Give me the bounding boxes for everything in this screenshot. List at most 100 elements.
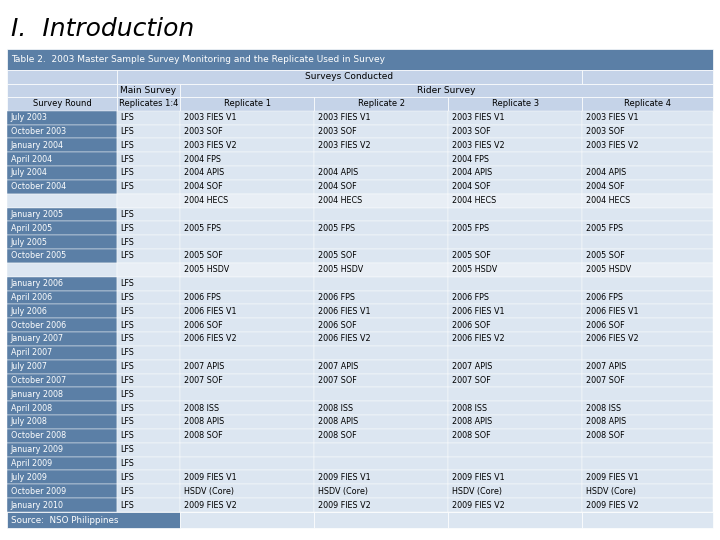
Text: 2007 SOF: 2007 SOF [184, 376, 222, 385]
Text: Replicate 4: Replicate 4 [624, 99, 671, 109]
Text: 2009 FIES V1: 2009 FIES V1 [452, 473, 505, 482]
Text: 2006 FPS: 2006 FPS [586, 293, 623, 302]
Text: 2003 FIES V2: 2003 FIES V2 [452, 141, 505, 150]
Bar [314, 97, 448, 111]
Bar [180, 346, 314, 360]
Bar [314, 332, 448, 346]
Text: October 2005: October 2005 [11, 252, 66, 260]
Text: 2004 HECS: 2004 HECS [318, 196, 362, 205]
Text: 2006 SOF: 2006 SOF [318, 321, 356, 329]
Bar [582, 374, 713, 387]
Bar [448, 138, 582, 152]
Text: 2003 FIES V2: 2003 FIES V2 [318, 141, 370, 150]
Text: 2007 APIS: 2007 APIS [184, 362, 224, 371]
Bar [314, 125, 448, 138]
Text: HSDV (Core): HSDV (Core) [452, 487, 502, 496]
Text: 2003 FIES V1: 2003 FIES V1 [184, 113, 236, 122]
Bar [7, 470, 117, 484]
Text: Replicate 2: Replicate 2 [358, 99, 405, 109]
Bar [117, 235, 180, 249]
Bar [448, 263, 582, 276]
Bar [448, 125, 582, 138]
Text: HSDV (Core): HSDV (Core) [586, 487, 636, 496]
Text: July 2009: July 2009 [11, 473, 48, 482]
Text: 2006 FPS: 2006 FPS [452, 293, 489, 302]
Bar [180, 249, 314, 263]
Text: LFS: LFS [120, 404, 134, 413]
Bar [180, 235, 314, 249]
Bar [7, 138, 117, 152]
Text: 2008 APIS: 2008 APIS [452, 417, 492, 427]
Text: LFS: LFS [120, 431, 134, 440]
Text: 2009 FIES V1: 2009 FIES V1 [184, 473, 236, 482]
Bar [314, 235, 448, 249]
Text: 2004 HECS: 2004 HECS [452, 196, 496, 205]
Bar [117, 498, 180, 512]
Bar [7, 97, 117, 111]
Bar [448, 374, 582, 387]
Bar [582, 235, 713, 249]
Bar [117, 305, 180, 318]
Bar [314, 484, 448, 498]
Bar [582, 429, 713, 443]
Bar [582, 305, 713, 318]
Bar [448, 207, 582, 221]
Bar [314, 180, 448, 194]
Text: 2008 APIS: 2008 APIS [586, 417, 626, 427]
Text: 2004 SOF: 2004 SOF [318, 183, 356, 191]
Bar [448, 512, 582, 528]
Bar [7, 498, 117, 512]
Text: April 2005: April 2005 [11, 224, 52, 233]
Text: LFS: LFS [120, 293, 134, 302]
Bar [180, 374, 314, 387]
Bar [448, 166, 582, 180]
Text: 2005 HSDV: 2005 HSDV [318, 265, 363, 274]
Bar [582, 111, 713, 125]
Text: Replicate 3: Replicate 3 [492, 99, 539, 109]
Text: Source:  NSO Philippines: Source: NSO Philippines [11, 516, 118, 524]
Text: 2003 FIES V2: 2003 FIES V2 [586, 141, 639, 150]
Text: 2008 APIS: 2008 APIS [184, 417, 224, 427]
Text: 2005 FPS: 2005 FPS [586, 224, 623, 233]
Bar [7, 152, 117, 166]
Bar [582, 166, 713, 180]
Bar [314, 401, 448, 415]
Text: 2003 SOF: 2003 SOF [586, 127, 624, 136]
Bar [117, 346, 180, 360]
Bar [180, 291, 314, 305]
Bar [7, 387, 117, 401]
Text: April 2009: April 2009 [11, 459, 52, 468]
Bar [117, 484, 180, 498]
Bar [180, 512, 314, 528]
Text: 2007 APIS: 2007 APIS [452, 362, 492, 371]
Bar [448, 180, 582, 194]
Bar [117, 111, 180, 125]
Bar [7, 318, 117, 332]
Text: 2003 SOF: 2003 SOF [452, 127, 490, 136]
Bar [7, 457, 117, 470]
Bar [582, 180, 713, 194]
Bar [582, 346, 713, 360]
Bar [582, 498, 713, 512]
Text: LFS: LFS [120, 127, 134, 136]
Bar [180, 84, 713, 97]
Bar [314, 457, 448, 470]
Text: 2009 FIES V1: 2009 FIES V1 [586, 473, 639, 482]
Text: 2004 SOF: 2004 SOF [586, 183, 624, 191]
Bar [582, 401, 713, 415]
Bar [7, 84, 117, 97]
Text: 2008 ISS: 2008 ISS [318, 404, 353, 413]
Bar [7, 70, 117, 84]
Bar [448, 498, 582, 512]
Text: April 2008: April 2008 [11, 404, 52, 413]
Text: 2005 HSDV: 2005 HSDV [184, 265, 229, 274]
Text: 2003 SOF: 2003 SOF [184, 127, 222, 136]
Bar [117, 152, 180, 166]
Text: LFS: LFS [120, 224, 134, 233]
Text: 2007 APIS: 2007 APIS [318, 362, 358, 371]
Bar [117, 97, 180, 111]
Bar [448, 235, 582, 249]
Bar [582, 387, 713, 401]
Bar [582, 415, 713, 429]
Text: LFS: LFS [120, 459, 134, 468]
